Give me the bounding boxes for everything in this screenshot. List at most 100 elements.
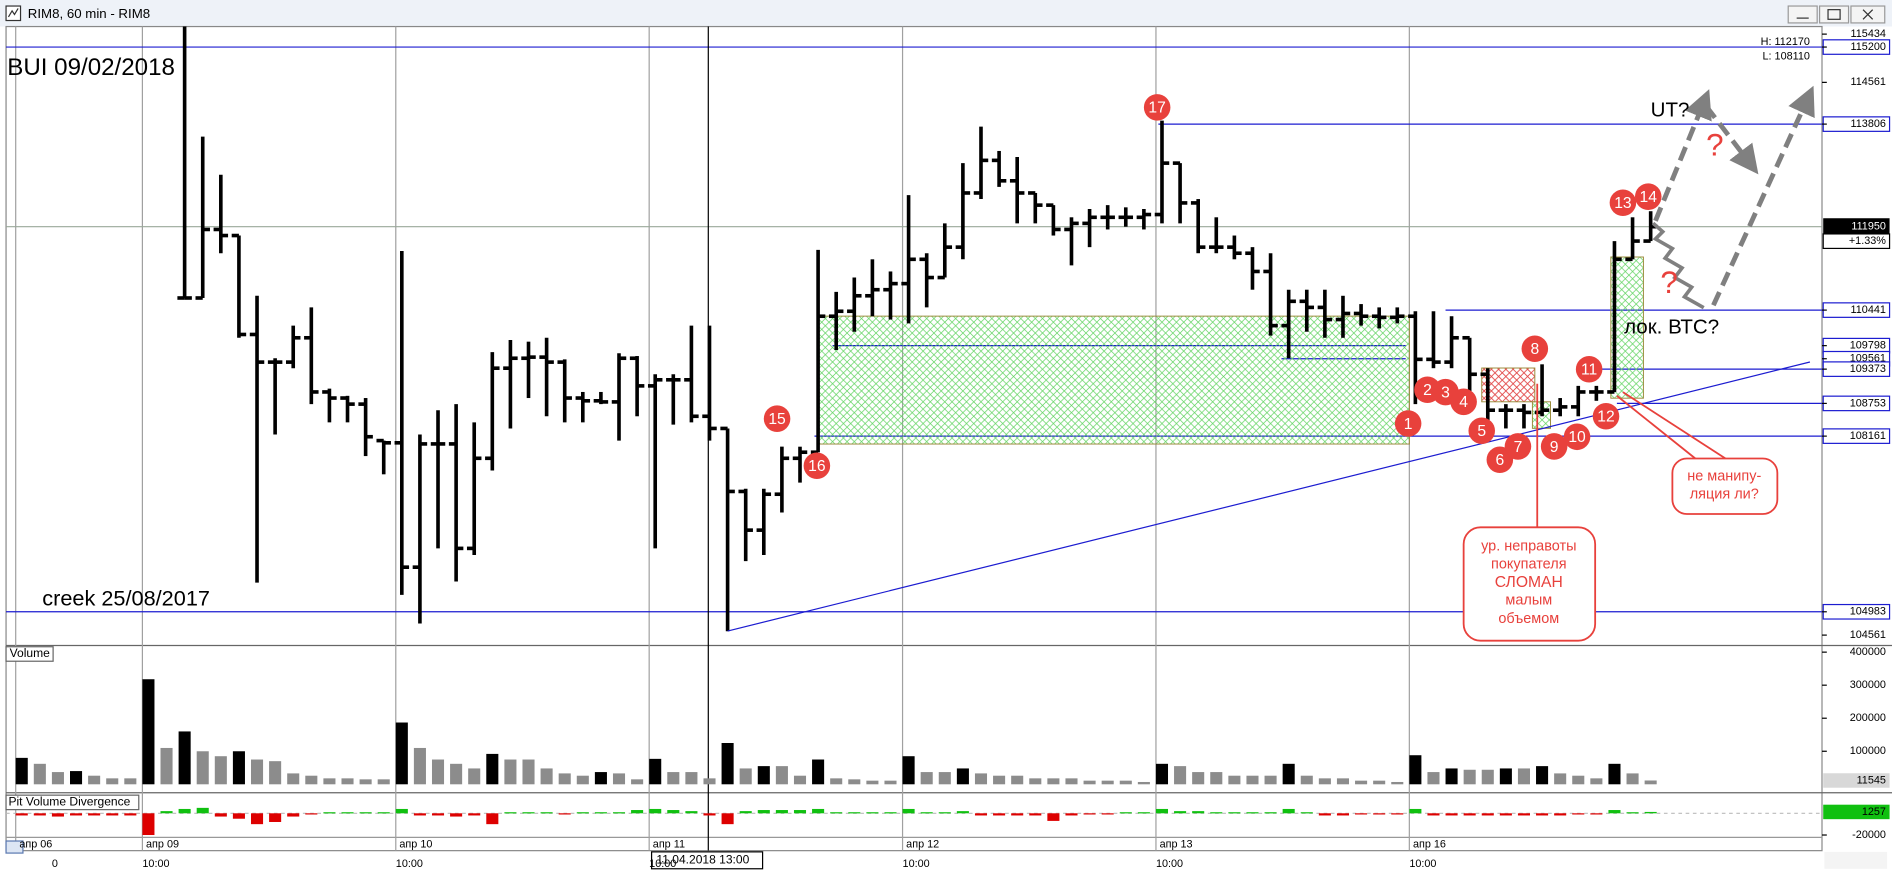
maximize-glyph [1827, 9, 1841, 20]
test-zone [1481, 367, 1536, 403]
minimize-button[interactable] [1787, 5, 1818, 24]
y-tick-label: 200000 [1850, 712, 1886, 724]
histogram-bar [1101, 780, 1114, 785]
y-tick-label: 115200 [1851, 41, 1886, 53]
histogram-bar [631, 810, 644, 814]
date-label: апр 09 [146, 838, 179, 850]
marker [1540, 433, 1568, 460]
maximize-button[interactable] [1818, 5, 1850, 24]
histogram-bar [1336, 813, 1350, 816]
histogram-bar [685, 772, 698, 785]
marker-label: 2 [1423, 382, 1432, 399]
last-price: 111950 [1851, 221, 1886, 233]
callout-text: ур. неправоты [1481, 538, 1576, 554]
crosshair-label-box [650, 851, 764, 870]
histogram-bar [1572, 775, 1585, 785]
histogram-bar [1572, 813, 1585, 815]
marker [1504, 433, 1532, 460]
histogram-bar [51, 772, 64, 785]
histogram-bar [214, 756, 227, 785]
histogram-bar [1318, 813, 1331, 816]
scenario-arrow [1704, 104, 1759, 175]
marker-label: 4 [1459, 394, 1468, 411]
histogram-bar [1065, 778, 1078, 785]
callout-text: покупателя [1491, 557, 1566, 573]
histogram-bar [1083, 780, 1096, 785]
histogram-bar [793, 810, 807, 814]
histogram-bar [1481, 813, 1494, 816]
histogram-bar [431, 813, 445, 816]
marker [803, 452, 831, 480]
last-value-tag [1823, 773, 1890, 788]
histogram-bar [160, 811, 173, 814]
histogram-bar [1463, 769, 1476, 785]
histogram-bar [830, 778, 843, 785]
histogram-bar [1282, 763, 1295, 785]
histogram-bar [974, 773, 988, 785]
histogram-bar [594, 812, 607, 814]
histogram-bar [33, 763, 46, 785]
histogram-bar [902, 756, 915, 785]
histogram-bar [1355, 780, 1368, 785]
histogram-bar [775, 810, 788, 814]
panel-label-box [5, 646, 54, 662]
panel-label-box [5, 794, 140, 811]
histogram-bar [1318, 778, 1331, 785]
histogram-bar [88, 775, 101, 785]
y-tick-label: 109798 [1850, 340, 1886, 352]
y-tick-label: 400000 [1850, 646, 1886, 658]
histogram-bar [721, 813, 734, 825]
histogram-bar [757, 810, 770, 814]
crosshair-label: 11.04.2018 13:00 [656, 853, 749, 867]
close-glyph [1862, 9, 1874, 20]
histogram-bar [377, 812, 390, 814]
histogram-bar [124, 778, 137, 785]
low-label: L: 108110 [1762, 51, 1809, 63]
panel-label: Pit Volume Divergence [8, 795, 130, 809]
annotation: UT? [1651, 98, 1690, 121]
histogram-bar [1119, 780, 1132, 785]
histogram-bar [1463, 813, 1476, 816]
histogram-bar [1137, 812, 1150, 814]
histogram-bar [1590, 778, 1603, 785]
y-tick-label: 104561 [1850, 629, 1886, 641]
histogram-bar [1246, 812, 1259, 814]
marker [1450, 388, 1477, 416]
high-label: H: 112170 [1761, 36, 1810, 48]
histogram-bar [1228, 812, 1241, 814]
window-icon-glyph [7, 8, 19, 18]
histogram-bar [1137, 781, 1150, 785]
histogram-bar [1445, 813, 1458, 816]
histogram-bar [106, 778, 119, 785]
histogram-bar [1101, 813, 1114, 815]
histogram-bar [88, 813, 101, 816]
histogram-bar [1626, 773, 1639, 785]
date-label: апр 06 [19, 838, 52, 850]
histogram-bar [395, 722, 408, 785]
annotation: BUI 09/02/2018 [7, 54, 175, 81]
histogram-bar [1391, 781, 1404, 785]
histogram-bar [359, 812, 372, 814]
histogram-bar [721, 742, 734, 785]
histogram-bar [15, 757, 28, 785]
histogram-bar [993, 813, 1006, 816]
histogram-bar [812, 808, 825, 814]
histogram-bar [178, 731, 191, 785]
histogram-bar [377, 779, 390, 785]
callout-text: не манипу- [1687, 468, 1761, 484]
annotation: ? [1706, 127, 1723, 162]
histogram-bar [305, 813, 318, 815]
histogram-bar [956, 768, 969, 785]
marker-label: 13 [1614, 195, 1632, 212]
histogram-bar [486, 813, 499, 825]
histogram-bar [142, 813, 155, 836]
marker [1634, 183, 1662, 210]
panel-label: Volume [10, 646, 50, 660]
histogram-bar [196, 807, 209, 814]
histogram-bar [1499, 768, 1512, 785]
wave-path [1651, 221, 1705, 310]
marker-label: 11 [1581, 362, 1597, 379]
callout-text: СЛОМАН [1495, 574, 1563, 591]
toolbar-button[interactable] [5, 840, 24, 854]
histogram-bar [1427, 772, 1440, 785]
